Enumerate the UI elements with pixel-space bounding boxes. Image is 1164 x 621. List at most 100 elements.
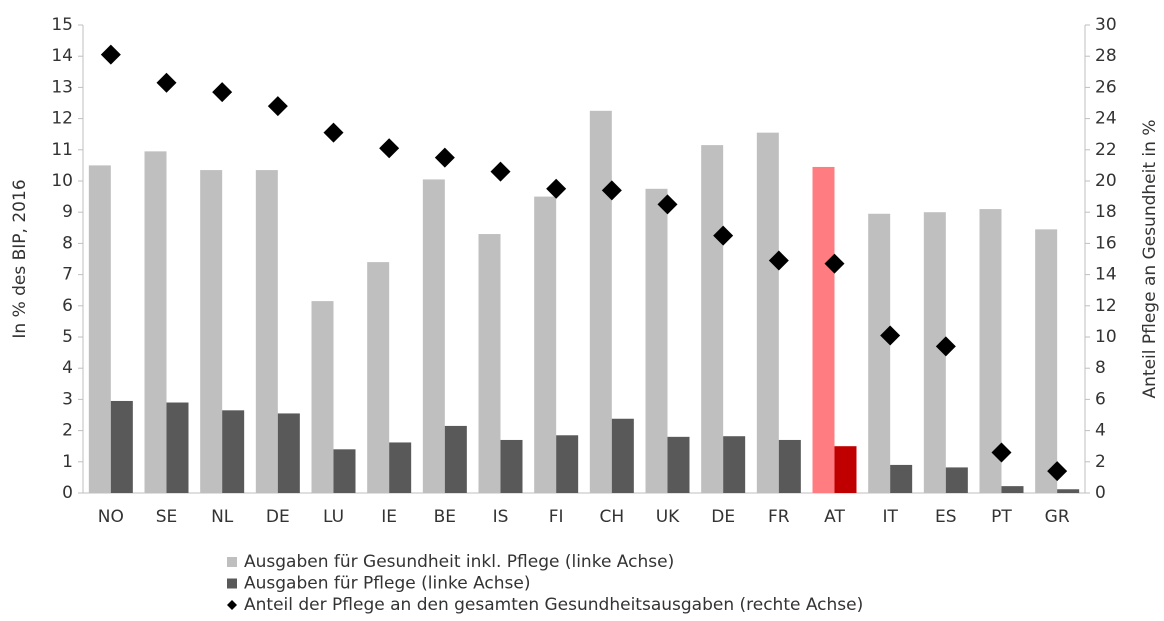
diamond-marker [601,180,622,201]
diamond-marker [713,225,734,246]
bar [589,110,612,494]
bar [945,467,968,493]
legend-swatch [227,557,237,567]
legend-label: Ausgaben für Gesundheit inkl. Pflege (li… [244,552,674,572]
y2-tick-label: 12 [1095,296,1117,316]
diamond-marker [880,325,901,346]
x-tick-label: BE [434,507,456,527]
y2-tick-label: 26 [1095,77,1117,97]
y-tick-label: 5 [62,327,73,347]
legend-label: Anteil der Pflege an den gesamten Gesund… [244,595,863,615]
x-tick-label: FR [768,507,790,527]
diamond-marker [100,44,121,65]
bar [834,446,857,493]
x-tick-label: CH [600,507,625,527]
y-tick-label: 3 [62,389,73,409]
bar [200,170,223,493]
y-tick-label: 15 [51,15,73,35]
y2-tick-label: 18 [1095,202,1117,222]
x-tick-label: GR [1045,507,1070,527]
y2-tick-label: 22 [1095,140,1117,160]
bar [868,213,891,493]
x-tick-label: FI [549,507,564,527]
diamond-marker [991,442,1012,463]
y2-tick-label: 20 [1095,171,1117,191]
y-tick-label: 11 [51,140,73,160]
y-axis-label: In % des BIP, 2016 [10,179,30,338]
y-tick-label: 8 [62,233,73,253]
x-tick-label: DE [711,507,735,527]
y-tick-label: 10 [51,171,73,191]
x-tick-label: NO [98,507,124,527]
y-tick-label: 0 [62,483,73,503]
bar [1035,229,1058,494]
diamond-marker [935,336,956,357]
y-tick-label: 12 [51,109,73,129]
diamond-marker [323,122,344,143]
bar [923,212,946,493]
bar [979,209,1002,493]
bar [667,436,690,493]
bar [333,449,356,493]
diamond-marker [1047,461,1068,482]
bar [1001,486,1024,493]
bar [88,165,111,493]
bar [812,166,835,493]
legend-swatch [227,578,237,589]
y2-tick-label: 24 [1095,109,1117,129]
diamond-marker [379,138,400,159]
x-tick-label: IS [493,507,509,527]
bar [556,435,579,493]
bar [478,234,501,494]
bar [1057,489,1080,493]
y2-tick-label: 30 [1095,15,1117,35]
y-tick-label: 1 [62,452,73,472]
bar [534,196,557,493]
x-tick-label: ES [935,507,957,527]
x-tick-label: UK [656,507,680,527]
diamond-marker [156,72,177,93]
x-tick-label: AT [824,507,845,527]
bar [890,464,913,493]
diamond-marker [768,250,789,271]
bar [444,425,467,493]
bar [723,436,746,493]
x-tick-label: SE [156,507,178,527]
bar [611,418,634,493]
y2-tick-label: 6 [1095,389,1106,409]
diamond-marker [546,178,567,199]
diamond-marker [267,96,288,117]
bar [500,439,523,493]
y-tick-label: 9 [62,202,73,222]
bar [222,410,245,493]
legend-label: Ausgaben für Pflege (linke Achse) [244,574,530,594]
x-tick-label: PT [991,507,1012,527]
bar [778,439,801,493]
y-tick-label: 14 [51,46,73,66]
bar [756,132,779,493]
x-tick-label: IE [381,507,397,527]
bar [389,442,412,493]
y-tick-label: 4 [62,358,73,378]
y2-tick-label: 0 [1095,483,1106,503]
y2-tick-label: 16 [1095,233,1117,253]
legend-swatch [227,600,237,610]
bar [166,402,189,493]
y-tick-label: 2 [62,421,73,441]
y-tick-label: 6 [62,296,73,316]
y2-axis-label: Anteil Pflege an Gesundheit in % [1140,120,1160,399]
y2-tick-label: 8 [1095,358,1106,378]
x-tick-label: DE [266,507,290,527]
diamond-marker [824,253,845,274]
bar [422,179,445,493]
diamond-marker [434,147,455,168]
bar [277,413,300,493]
bar [701,145,724,493]
x-tick-label: NL [211,507,234,527]
diamond-marker [657,194,678,215]
diamond-marker [212,82,233,103]
y-tick-label: 7 [62,265,73,285]
bar [110,400,133,493]
bar [255,170,278,493]
